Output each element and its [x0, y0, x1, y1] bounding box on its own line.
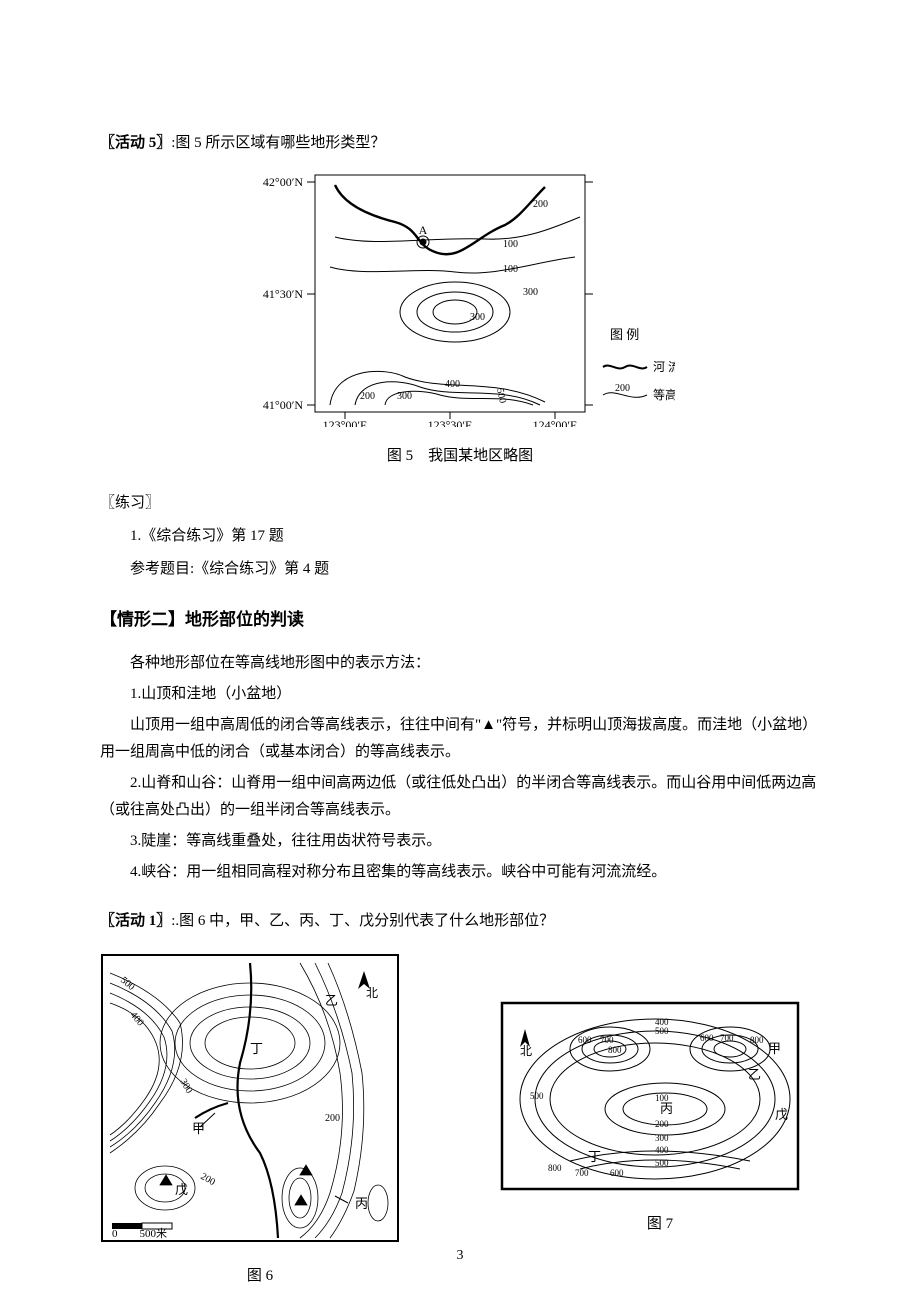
- lon-1: 123°00′E: [323, 418, 368, 427]
- fig7-c300: 300: [655, 1133, 669, 1143]
- fig7-c500c: 500: [655, 1158, 669, 1168]
- fig7-c600b: 600: [700, 1033, 714, 1043]
- fig7-bing: 丙: [660, 1101, 673, 1116]
- figure-7-svg: 北 甲 乙 丙 丁 戊 100 200 300 400 500 600 700 …: [500, 1001, 800, 1191]
- fig6-c200a: 200: [325, 1113, 340, 1124]
- fig7-jia: 甲: [768, 1041, 781, 1056]
- fig7-c800b: 800: [750, 1035, 764, 1045]
- c300c: 300: [397, 391, 412, 402]
- fig6-wu: 戊: [175, 1182, 188, 1197]
- lon-2: 123°30′E: [428, 418, 473, 427]
- fig7-c100: 100: [655, 1093, 669, 1103]
- fig7-c800a: 800: [608, 1045, 622, 1055]
- activity-1-text: :.图 6 中，甲、乙、丙、丁、戊分别代表了什么地形部位？: [171, 913, 554, 929]
- fig6-jia: 甲: [192, 1121, 205, 1136]
- section-2-intro: 各种地形部位在等高线地形图中的表示方法：: [100, 650, 820, 677]
- fig6-bing: 丙: [355, 1196, 368, 1211]
- fig7-c400b: 400: [655, 1145, 669, 1155]
- figure-5-svg: 42°00′N 41°30′N 41°00′N 123°00′E 123°30′…: [245, 167, 675, 427]
- fig7-c700b: 700: [720, 1033, 734, 1043]
- fig7-c800c: 800: [548, 1163, 562, 1173]
- fig7-north: 北: [520, 1044, 532, 1058]
- figure5-point-a: A: [419, 223, 428, 237]
- legend-sample: 200: [615, 383, 630, 394]
- c200a: 200: [533, 199, 548, 210]
- fig7-wu: 戊: [775, 1107, 788, 1122]
- fig7-ding: 丁: [588, 1149, 601, 1164]
- page-number: 3: [0, 1243, 920, 1268]
- fig6-yi: 乙: [325, 993, 338, 1008]
- fig6-ding: 丁: [250, 1041, 263, 1056]
- fig6-scale: 0 500米: [112, 1227, 167, 1240]
- exercise-label: 〖练习〗: [100, 490, 820, 517]
- figure-5-caption: 图 5 我国某地区略图: [100, 443, 820, 470]
- fig7-c200: 200: [655, 1119, 669, 1129]
- fig6-north: 北: [366, 986, 378, 1000]
- section-2-p1b: 山顶用一组中高周低的闭合等高线表示，往往中间有"▲"符号，并标明山顶海拔高度。而…: [100, 712, 820, 766]
- fig7-c700c: 700: [575, 1168, 589, 1178]
- lat-1: 42°00′N: [263, 175, 303, 189]
- figure-5: 42°00′N 41°30′N 41°00′N 123°00′E 123°30′…: [100, 167, 820, 470]
- c100b: 100: [503, 239, 518, 250]
- fig7-c500a: 500: [530, 1091, 544, 1101]
- legend-river: 河 流: [653, 360, 675, 374]
- section-2-p3: 3.陡崖：等高线重叠处，往往用齿状符号表示。: [100, 828, 820, 855]
- fig7-c600c: 600: [610, 1168, 624, 1178]
- section-2-p4: 4.峡谷：用一组相同高程对称分布且密集的等高线表示。峡谷中可能有河流流经。: [100, 859, 820, 886]
- activity-1-header: 〖活动 1〗:.图 6 中，甲、乙、丙、丁、戊分别代表了什么地形部位？: [100, 908, 820, 935]
- figure-6: 北 甲 乙 丙 丁 戊 500 400 300 200 200 0 500米 图…: [100, 953, 420, 1290]
- fig7-yi: 乙: [748, 1067, 761, 1082]
- exercise-item-2: 参考题目:《综合练习》第 4 题: [100, 556, 820, 583]
- figure-6-svg: 北 甲 乙 丙 丁 戊 500 400 300 200 200 0 500米: [100, 953, 400, 1243]
- c300a: 300: [470, 312, 485, 323]
- c400: 400: [445, 379, 460, 390]
- c500: 500: [494, 387, 508, 404]
- activity-5-header: 〖活动 5〗:图 5 所示区域有哪些地形类型？: [100, 130, 820, 157]
- c300b: 300: [523, 287, 538, 298]
- figure5-legend: 图 例 河 流 200 等高线/m: [603, 327, 675, 402]
- fig7-c600a: 600: [578, 1035, 592, 1045]
- lat-3: 41°00′N: [263, 398, 303, 412]
- c100: 100: [503, 264, 518, 275]
- figures-row: 北 甲 乙 丙 丁 戊 500 400 300 200 200 0 500米 图…: [100, 953, 820, 1290]
- lat-2: 41°30′N: [263, 287, 303, 301]
- figure-7: 北 甲 乙 丙 丁 戊 100 200 300 400 500 600 700 …: [500, 1001, 820, 1238]
- activity-5-text: :图 5 所示区域有哪些地形类型？: [171, 135, 385, 151]
- section-2-p2: 2.山脊和山谷：山脊用一组中间高两边低（或往低处凸出）的半闭合等高线表示。而山谷…: [100, 770, 820, 824]
- exercise-block: 〖练习〗 1.《综合练习》第 17 题 参考题目:《综合练习》第 4 题: [100, 490, 820, 583]
- fig7-c700a: 700: [600, 1035, 614, 1045]
- fig7-c500b: 500: [655, 1026, 669, 1036]
- section-2-p1a: 1.山顶和洼地（小盆地）: [100, 681, 820, 708]
- figure-7-caption: 图 7: [500, 1211, 820, 1238]
- exercise-item-1: 1.《综合练习》第 17 题: [100, 523, 820, 550]
- section-2-title: 【情形二】地形部位的判读: [100, 605, 820, 636]
- c200b: 200: [360, 391, 375, 402]
- lon-3: 124°00′E: [533, 418, 578, 427]
- activity-5-label: 〖活动 5〗: [100, 135, 171, 151]
- legend-contour: 等高线/m: [653, 387, 675, 402]
- activity-1-label: 〖活动 1〗: [100, 913, 171, 929]
- legend-title: 图 例: [610, 327, 639, 342]
